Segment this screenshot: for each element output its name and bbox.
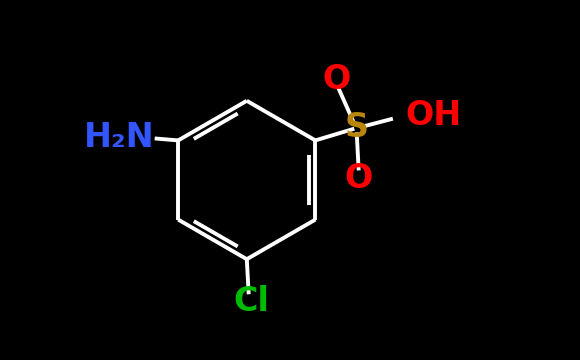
Text: OH: OH — [405, 99, 462, 132]
Text: S: S — [345, 111, 369, 144]
Text: O: O — [323, 63, 351, 96]
Text: O: O — [345, 162, 373, 195]
Text: Cl: Cl — [233, 285, 269, 318]
Text: H₂N: H₂N — [84, 121, 155, 154]
